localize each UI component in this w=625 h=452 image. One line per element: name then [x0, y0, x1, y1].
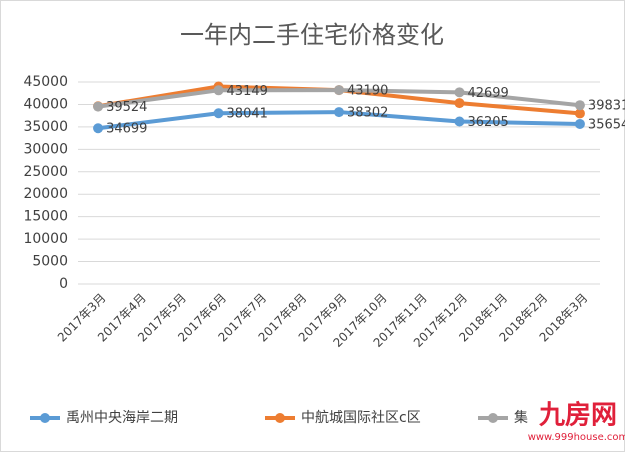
point: [213, 108, 224, 119]
y-tick-label: 0: [59, 276, 68, 292]
legend-marker: [488, 413, 498, 423]
point: [334, 85, 344, 96]
point: [454, 116, 465, 127]
y-tick-label: 10000: [23, 231, 68, 247]
value-label: 43149: [227, 84, 268, 99]
y-tick-label: 45000: [23, 74, 68, 90]
line-segment: [457, 90, 582, 108]
line-segment: [457, 101, 582, 116]
y-tick-label: 30000: [23, 141, 68, 157]
value-label: 36205: [467, 115, 508, 130]
point: [574, 100, 585, 111]
value-label: 34699: [106, 122, 147, 137]
value-label: 39524: [106, 100, 147, 115]
point: [334, 107, 344, 118]
value-label: 42699: [467, 86, 508, 101]
point: [454, 87, 465, 98]
line-segment: [96, 88, 221, 109]
value-label: 43190: [347, 84, 388, 99]
point: [574, 118, 585, 129]
legend-label: 中航城国际社区c区: [301, 410, 421, 426]
line-segment: [216, 110, 341, 116]
line-segment: [457, 119, 582, 126]
chart-title: 一年内二手住宅价格变化: [180, 21, 444, 49]
point: [574, 108, 585, 119]
legend-label: 禹州中央海岸二期: [66, 410, 178, 426]
point: [213, 85, 224, 96]
value-label: 39831: [588, 99, 625, 114]
y-tick-label: 20000: [23, 186, 68, 202]
value-label: 38041: [227, 107, 268, 122]
point: [93, 101, 104, 112]
line-segment: [337, 110, 462, 124]
legend-marker: [40, 413, 50, 423]
value-label: 38302: [347, 106, 388, 121]
legend-marker: [275, 413, 285, 423]
line-segment: [96, 111, 221, 131]
y-tick-label: 15000: [23, 209, 68, 225]
point: [454, 98, 465, 109]
y-tick-label: 35000: [23, 119, 68, 135]
y-tick-label: 25000: [23, 164, 68, 180]
point: [93, 123, 104, 134]
line-segment: [337, 88, 462, 95]
watermark-url: www.999house.com: [528, 432, 625, 443]
y-tick-label: 40000: [23, 96, 68, 112]
watermark-brand: 九房网: [538, 401, 617, 431]
value-label: 35654: [588, 117, 625, 132]
legend-label: 集: [514, 409, 528, 426]
y-tick-label: 5000: [32, 254, 68, 270]
